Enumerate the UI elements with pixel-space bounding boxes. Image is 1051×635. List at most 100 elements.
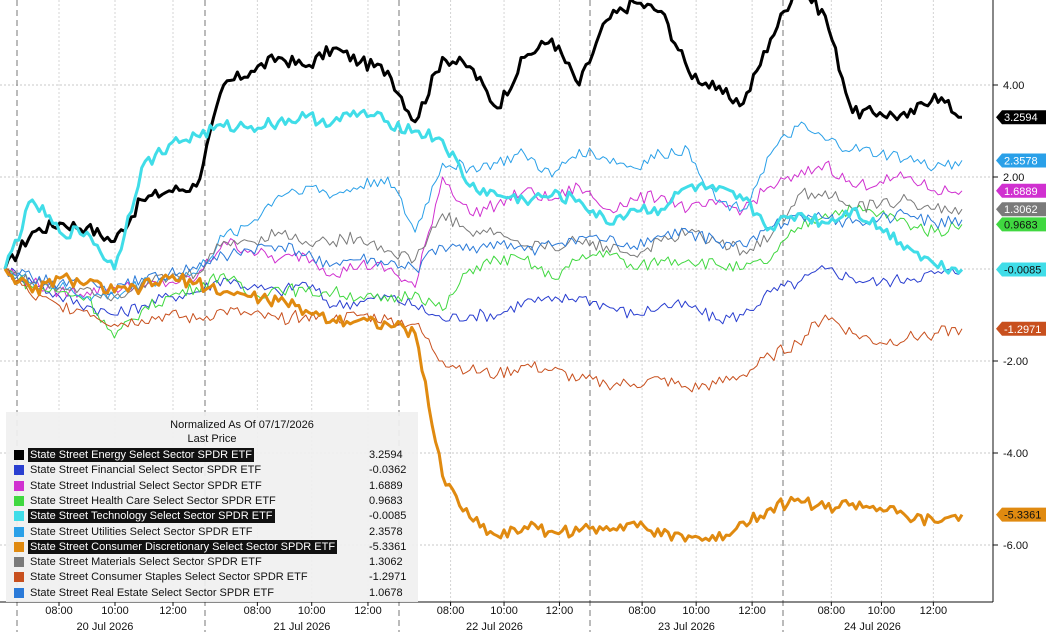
legend-row[interactable]: State Street Utilities Select Sector SPD… xyxy=(12,525,412,539)
x-tick-label: 12:00 xyxy=(738,605,766,617)
x-tick-label: 12:00 xyxy=(920,605,948,617)
x-tick-label: 10:00 xyxy=(490,605,518,617)
legend-last-price: 1.0678 xyxy=(369,586,403,599)
x-tick-label: 12:00 xyxy=(546,605,574,617)
legend-header-normalized: Normalized As Of 07/17/2026 xyxy=(170,419,314,431)
last-value-tag-9: -1.2971 xyxy=(996,321,1046,336)
tag-background xyxy=(996,507,1046,522)
legend-row[interactable]: State Street Energy Select Sector SPDR E… xyxy=(12,448,412,462)
legend-swatch xyxy=(14,541,24,552)
tag-value: -1.2971 xyxy=(1004,324,1041,336)
legend-row[interactable]: State Street Materials Select Sector SPD… xyxy=(12,555,412,569)
legend-last-price: 1.6889 xyxy=(369,479,403,492)
y-tick-label: -4.00 xyxy=(1003,448,1028,460)
x-day-label: 23 Jul 2026 xyxy=(658,621,715,633)
series-line-3 xyxy=(4,160,963,298)
x-tick-label: 08:00 xyxy=(437,605,465,617)
series-line-9 xyxy=(4,268,963,393)
legend-swatch xyxy=(14,511,24,522)
legend-row[interactable]: State Street Technology Select Sector SP… xyxy=(12,509,412,524)
last-value-tag-6: 2.3578 xyxy=(996,153,1046,168)
last-value-tags: 3.2594 1.6889 0.9683 -0.0085 2.3578 -5.3361 1.… xyxy=(996,110,1046,522)
legend-series-name: State Street Real Estate Select Sector S… xyxy=(30,586,274,599)
legend-last-price: -0.0362 xyxy=(369,464,407,477)
last-value-tag-7: -5.3361 xyxy=(996,507,1046,522)
legend-row[interactable]: State Street Real Estate Select Sector S… xyxy=(12,586,412,600)
x-day-label: 22 Jul 2026 xyxy=(466,621,523,633)
tag-value: 1.3062 xyxy=(1004,204,1038,216)
legend-last-price: -1.2971 xyxy=(369,571,407,584)
last-value-tag-8: 1.3062 xyxy=(996,202,1046,217)
series-line-5 xyxy=(3,108,964,275)
y-tick-label: 2.00 xyxy=(1003,172,1024,184)
tag-value: -5.3361 xyxy=(1004,510,1041,522)
x-tick-label: 12:00 xyxy=(159,605,187,617)
tag-background xyxy=(996,217,1046,232)
day-separators xyxy=(16,0,784,632)
legend-swatch xyxy=(14,495,24,506)
last-value-tag-3: 1.6889 xyxy=(996,183,1046,198)
series-lines xyxy=(3,0,964,543)
x-day-label: 21 Jul 2026 xyxy=(274,621,331,633)
x-day-label: 24 Jul 2026 xyxy=(844,621,901,633)
grid-lines xyxy=(0,0,993,602)
legend-last-price: 0.9683 xyxy=(369,494,403,507)
legend-swatch xyxy=(14,526,24,537)
y-tick-label: -6.00 xyxy=(1003,540,1028,552)
legend-series-name: State Street Health Care Select Sector S… xyxy=(30,494,276,507)
y-axis-ticks: 4.00 2.00 -2.00 -4.00 -6.00 xyxy=(993,80,1028,552)
legend-row[interactable]: State Street Financial Select Sector SPD… xyxy=(12,463,412,477)
tag-value: 2.3578 xyxy=(1004,155,1038,167)
legend-swatch xyxy=(14,572,24,583)
x-tick-label: 10:00 xyxy=(868,605,896,617)
last-value-tag-4: 0.9683 xyxy=(996,217,1046,232)
legend-series-name: State Street Energy Select Sector SPDR E… xyxy=(28,448,254,462)
tag-background xyxy=(996,153,1046,168)
y-tick-label: 4.00 xyxy=(1003,80,1024,92)
legend-swatch xyxy=(14,587,24,598)
y-tick-label: -2.00 xyxy=(1003,356,1028,368)
legend-series-name: State Street Financial Select Sector SPD… xyxy=(30,464,262,477)
last-value-tag-1: 3.2594 xyxy=(996,110,1046,125)
legend-last-price: -5.3361 xyxy=(369,540,407,553)
legend-series-name: State Street Consumer Discretionary Sele… xyxy=(28,539,338,554)
x-tick-label: 08:00 xyxy=(45,605,73,617)
legend-swatch xyxy=(14,557,24,568)
tag-background xyxy=(996,262,1046,277)
series-line-7 xyxy=(3,268,964,543)
tag-background xyxy=(996,202,1046,217)
legend-row[interactable]: State Street Health Care Select Sector S… xyxy=(12,494,412,508)
tag-value: 3.2594 xyxy=(1004,112,1038,124)
legend-row[interactable]: State Street Consumer Staples Select Sec… xyxy=(12,570,412,584)
legend-series-name: State Street Materials Select Sector SPD… xyxy=(30,556,262,569)
x-tick-label: 10:00 xyxy=(298,605,326,617)
legend-series-name: State Street Industrial Select Sector SP… xyxy=(30,479,262,492)
legend-row[interactable]: State Street Industrial Select Sector SP… xyxy=(12,479,412,493)
tag-value: 0.9683 xyxy=(1004,219,1038,231)
tag-value: -0.0085 xyxy=(1004,264,1041,276)
series-line-10 xyxy=(4,208,963,296)
x-axis-ticks: 08:00 10:00 12:00 08:00 10:00 12:00 08:00 10:00… xyxy=(45,602,947,633)
legend-swatch xyxy=(14,480,24,491)
x-tick-label: 10:00 xyxy=(682,605,710,617)
x-tick-label: 08:00 xyxy=(628,605,656,617)
tag-background xyxy=(996,110,1046,125)
x-tick-label: 08:00 xyxy=(818,605,846,617)
legend-series-name: State Street Technology Select Sector SP… xyxy=(28,509,275,524)
x-day-label: 20 Jul 2026 xyxy=(77,621,134,633)
legend-swatch xyxy=(14,450,24,460)
tag-background xyxy=(996,321,1046,336)
legend-row[interactable]: State Street Consumer Discretionary Sele… xyxy=(12,539,412,554)
last-value-tag-5: -0.0085 xyxy=(996,262,1046,277)
series-line-4 xyxy=(4,204,963,339)
legend-last-price: 1.3062 xyxy=(369,556,403,569)
series-line-1 xyxy=(3,0,963,270)
tag-background xyxy=(996,183,1046,198)
legend-last-price: -0.0085 xyxy=(369,510,407,523)
x-tick-label: 10:00 xyxy=(101,605,129,617)
legend-series-name: State Street Consumer Staples Select Sec… xyxy=(30,571,308,584)
legend-last-price: 3.2594 xyxy=(369,449,403,461)
legend-header-last-price: Last Price xyxy=(187,433,237,445)
legend-series-name: State Street Utilities Select Sector SPD… xyxy=(30,525,253,538)
tag-value: 1.6889 xyxy=(1004,186,1038,198)
